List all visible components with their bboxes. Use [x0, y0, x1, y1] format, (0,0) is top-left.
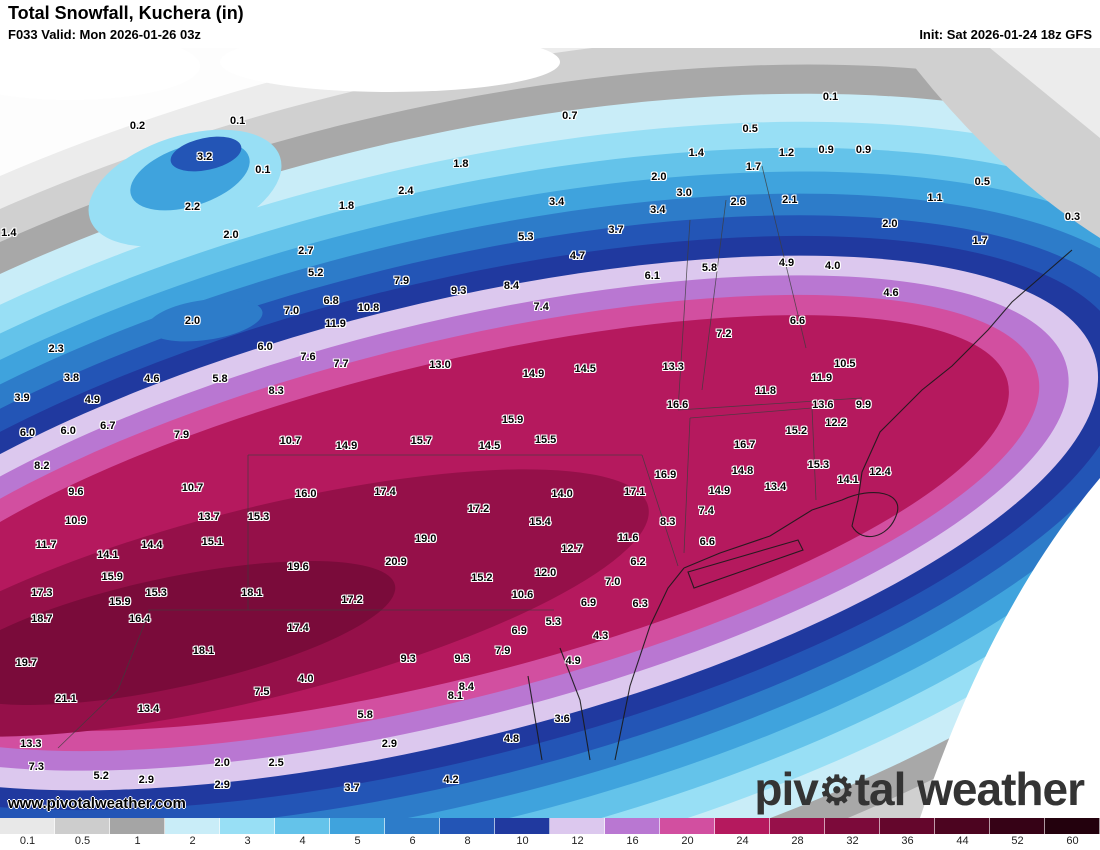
colorbar-swatch	[165, 818, 220, 834]
colorbar-swatch	[715, 818, 770, 834]
colorbar-tick: 24	[736, 835, 749, 847]
colorbar-swatch	[880, 818, 935, 834]
colorbar-tick: 0.5	[74, 835, 91, 847]
colorbar-cell: 52	[990, 818, 1045, 850]
colorbar-swatch	[660, 818, 715, 834]
colorbar-tick: 12	[571, 835, 584, 847]
colorbar-tick: 36	[901, 835, 914, 847]
map-header: Total Snowfall, Kuchera (in) F033 Valid:…	[0, 0, 1100, 48]
colorbar-swatch	[550, 818, 605, 834]
colorbar-cell: 5	[330, 818, 385, 850]
colorbar-tick: 6	[409, 835, 416, 847]
colorbar-swatch	[1045, 818, 1100, 834]
logo-text-pre: piv	[754, 763, 818, 815]
colorbar: 0.1 0.5 1 2 3 4 5 6 8 10 12 16 20 24 28 32 36 44 52 60	[0, 818, 1100, 850]
colorbar-tick: 2	[189, 835, 196, 847]
colorbar-tick: 1	[134, 835, 141, 847]
pivotal-weather-logo: piv ⚙ tal weather	[754, 762, 1085, 816]
snowfall-map-canvas[interactable]: 0.2 0.1 0.7 0.1 0.5 1.4 1.2 0.9 0.9 3.2 0.1 1.8 2.0 1…	[0, 48, 1100, 818]
state-borders	[57, 165, 863, 749]
colorbar-tick: 5	[354, 835, 361, 847]
logo-text-post: tal weather	[854, 763, 1085, 815]
colorbar-cell: 32	[825, 818, 880, 850]
colorbar-tick: 60	[1066, 835, 1079, 847]
colorbar-swatch	[440, 818, 495, 834]
coastline	[527, 249, 1073, 761]
colorbar-swatch	[385, 818, 440, 834]
colorbar-tick: 44	[956, 835, 969, 847]
colorbar-cell: 0.5	[55, 818, 110, 850]
colorbar-cell: 60	[1045, 818, 1100, 850]
colorbar-tick: 28	[791, 835, 804, 847]
colorbar-tick: 16	[626, 835, 639, 847]
colorbar-tick: 4	[299, 835, 306, 847]
colorbar-cell: 10	[495, 818, 550, 850]
colorbar-swatch	[55, 818, 110, 834]
colorbar-cell: 0.1	[0, 818, 55, 850]
colorbar-tick: 32	[846, 835, 859, 847]
colorbar-swatch	[0, 818, 55, 834]
model-init-time: Init: Sat 2026-01-24 18z GFS	[919, 27, 1092, 42]
colorbar-swatch	[935, 818, 990, 834]
colorbar-cell: 2	[165, 818, 220, 850]
forecast-valid-time: F033 Valid: Mon 2026-01-26 03z	[8, 27, 201, 42]
colorbar-swatch	[330, 818, 385, 834]
map-title: Total Snowfall, Kuchera (in)	[8, 3, 244, 23]
colorbar-tick: 20	[681, 835, 694, 847]
colorbar-swatch	[770, 818, 825, 834]
colorbar-cell: 36	[880, 818, 935, 850]
watermark-url: www.pivotalweather.com	[8, 795, 186, 812]
colorbar-swatch	[275, 818, 330, 834]
gear-icon: ⚙	[818, 769, 855, 813]
colorbar-cell: 3	[220, 818, 275, 850]
colorbar-cell: 12	[550, 818, 605, 850]
colorbar-cell: 28	[770, 818, 825, 850]
colorbar-cell: 8	[440, 818, 495, 850]
colorbar-cell: 1	[110, 818, 165, 850]
colorbar-cell: 44	[935, 818, 990, 850]
colorbar-swatch	[110, 818, 165, 834]
colorbar-swatch	[990, 818, 1045, 834]
colorbar-tick: 52	[1011, 835, 1024, 847]
snowfall-contours-graphic	[0, 48, 1100, 818]
colorbar-tick: 0.1	[19, 835, 36, 847]
colorbar-cell: 20	[660, 818, 715, 850]
colorbar-tick: 10	[516, 835, 529, 847]
colorbar-tick: 8	[464, 835, 471, 847]
colorbar-cell: 4	[275, 818, 330, 850]
colorbar-swatch	[605, 818, 660, 834]
colorbar-swatch	[825, 818, 880, 834]
colorbar-swatch	[220, 818, 275, 834]
colorbar-cell: 6	[385, 818, 440, 850]
colorbar-tick: 3	[244, 835, 251, 847]
colorbar-cell: 24	[715, 818, 770, 850]
colorbar-cell: 16	[605, 818, 660, 850]
colorbar-swatch	[495, 818, 550, 834]
